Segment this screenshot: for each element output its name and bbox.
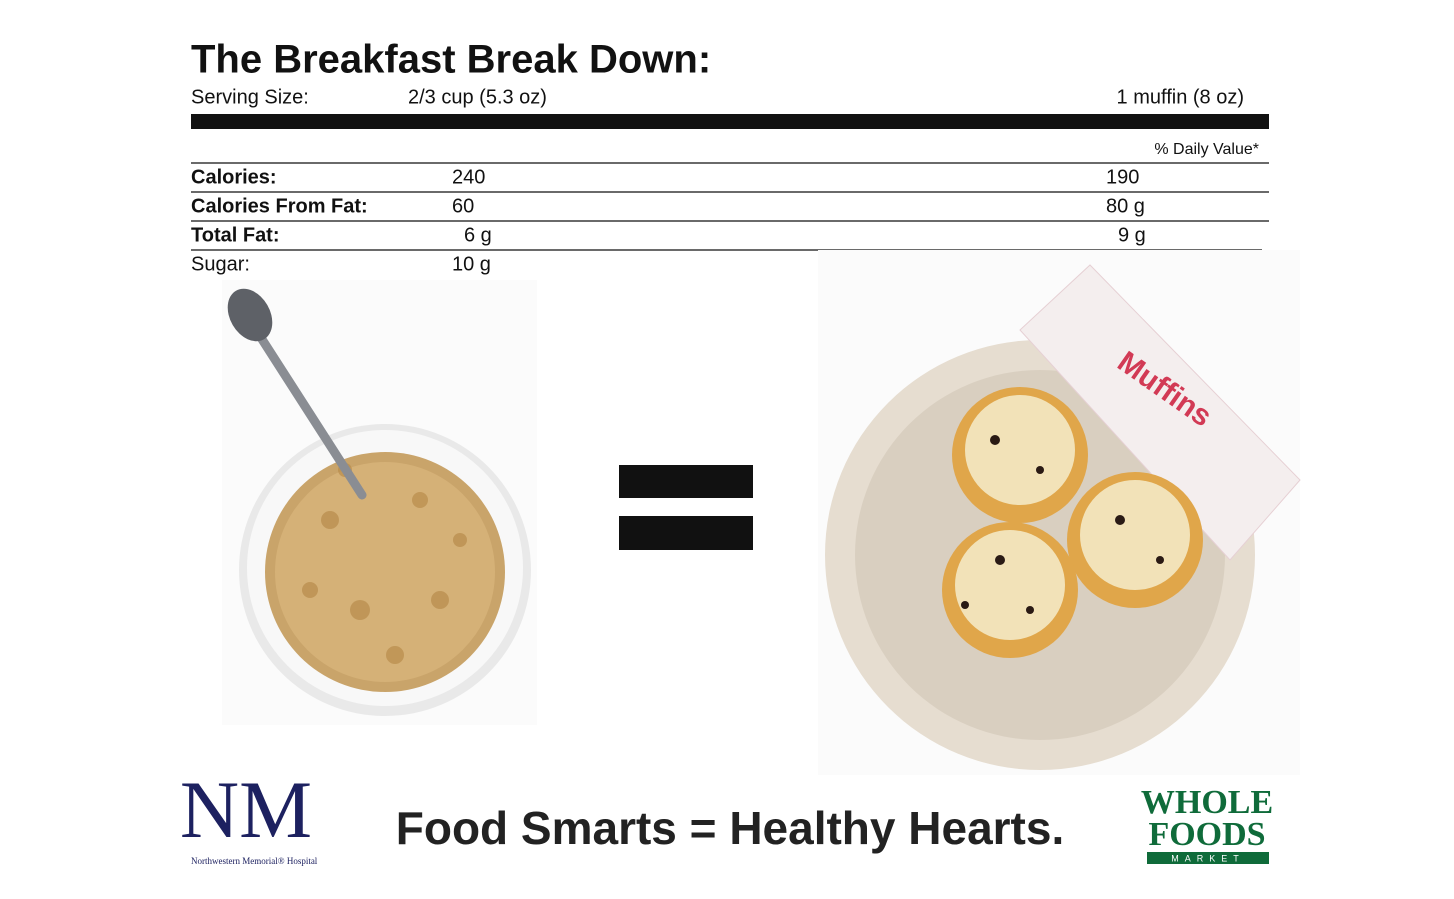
wf-line3: MARKET [1171,853,1245,863]
title: The Breakfast Break Down: [191,38,711,82]
nm-logo: NM [180,764,312,855]
row-value: 9 g [1118,224,1146,246]
wf-line2: FOODS [1148,816,1265,853]
serving-right: 1 muffin (8 oz) [1117,86,1244,108]
nm-name: Northwestern Memorial® Hospital [191,856,318,866]
row-value: 240 [452,166,485,188]
tagline: Food Smarts = Healthy Hearts. [396,802,1064,854]
equals-bar [619,516,753,550]
wf-line1: WHOLE [1141,784,1273,821]
serving-left: 2/3 cup (5.3 oz) [408,86,547,108]
daily-value: % Daily Value* [1154,141,1259,158]
wf-band [1147,852,1269,864]
row-label: Calories: [191,166,277,188]
equals-bar [619,465,753,498]
row-label: Calories From Fat: [191,195,368,217]
row-label: Total Fat: [191,224,280,246]
row-value: 60 [452,195,474,217]
muffin-image: Muffins [818,250,1301,775]
thick-rule [191,114,1269,129]
cereal-image [222,280,537,725]
row-value: 190 [1106,166,1139,188]
row-value: 10 g [452,253,491,275]
row-value: 6 g [464,224,492,246]
row-value: 80 g [1106,195,1145,217]
row-label: Sugar: [191,253,250,275]
serving-label: Serving Size: [191,86,309,108]
